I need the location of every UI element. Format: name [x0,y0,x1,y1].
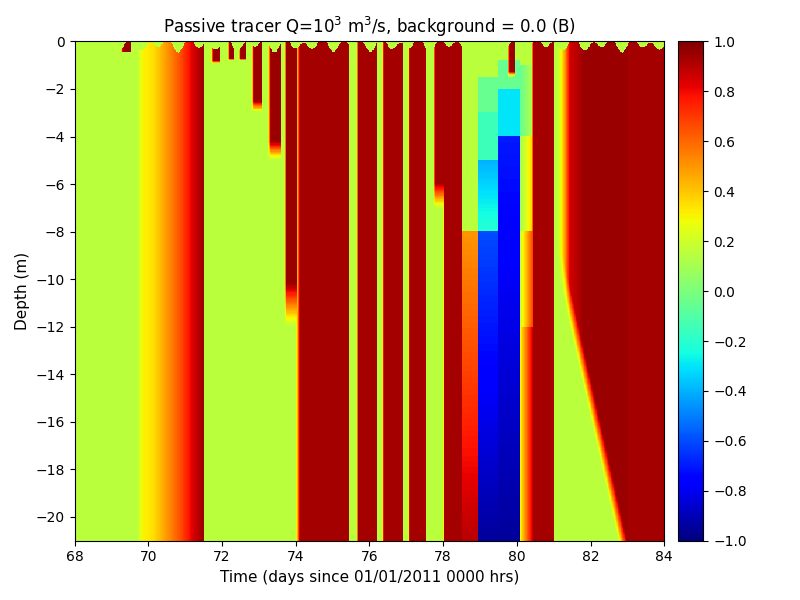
X-axis label: Time (days since 01/01/2011 0000 hrs): Time (days since 01/01/2011 0000 hrs) [220,570,519,585]
Title: Passive tracer Q=10$^{3}$ m$^{3}$/s, background = 0.0 (B): Passive tracer Q=10$^{3}$ m$^{3}$/s, bac… [163,15,576,39]
Y-axis label: Depth (m): Depth (m) [15,252,30,330]
